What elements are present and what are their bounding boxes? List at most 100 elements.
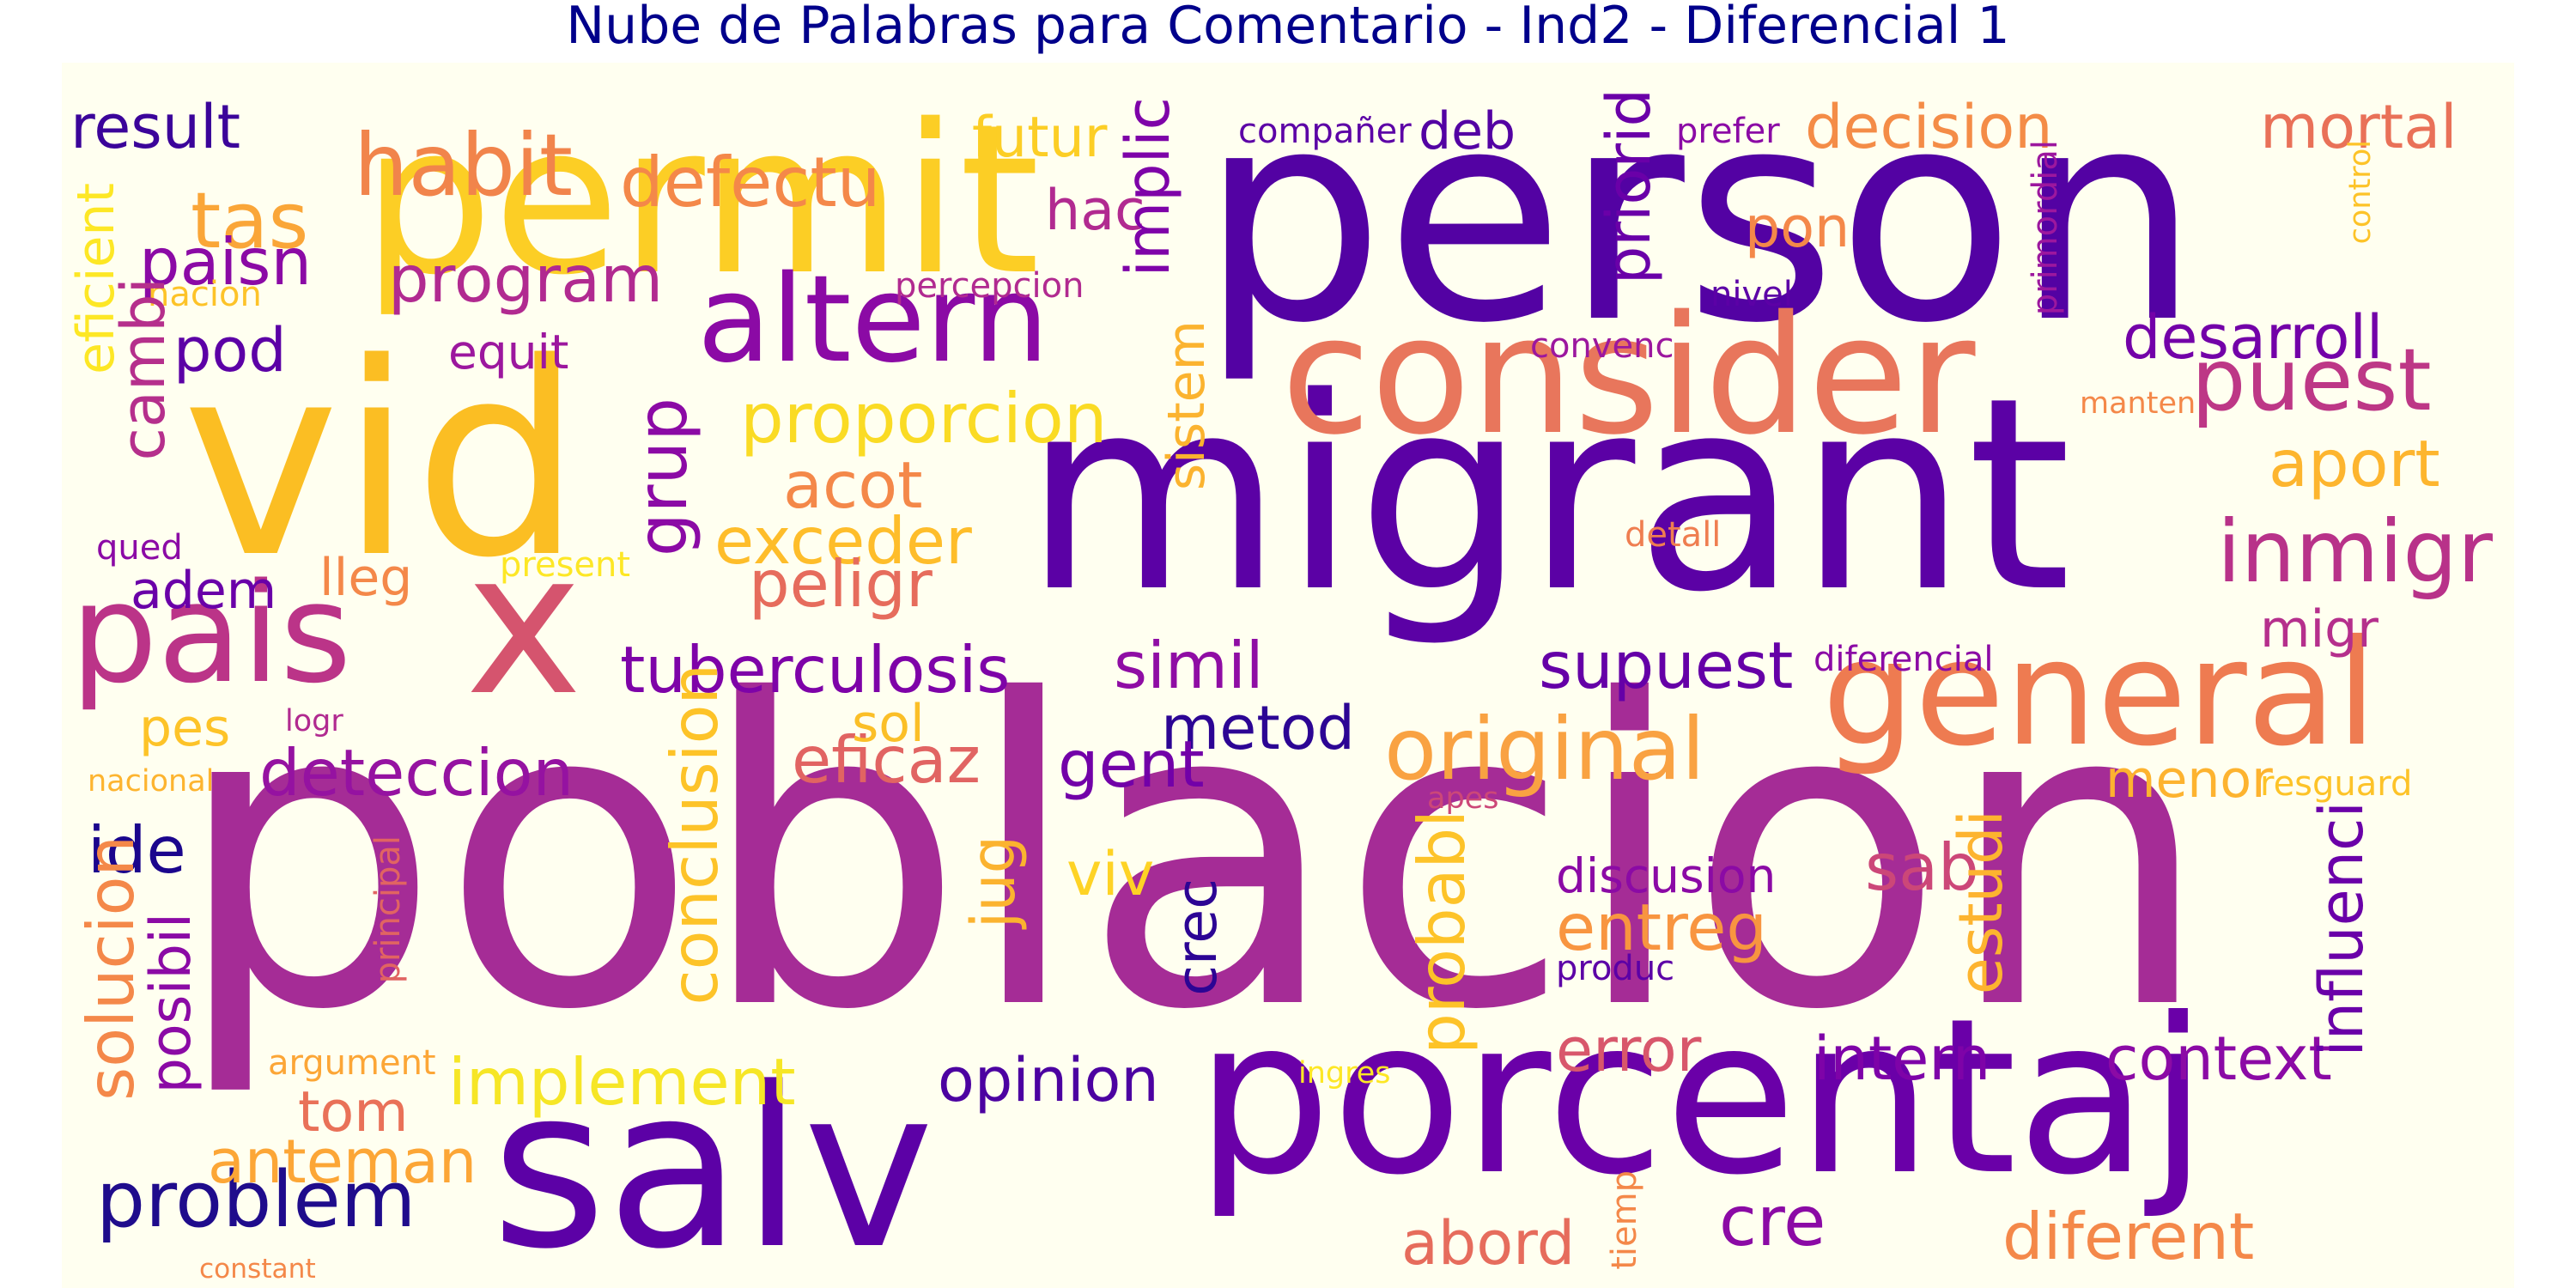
- word-diferencial: diferencial: [1814, 640, 1994, 679]
- word-cre: cre: [1719, 1182, 1826, 1261]
- word-nacional: nacional: [88, 764, 215, 799]
- word-viv: viv: [1066, 839, 1155, 909]
- word-original: original: [1384, 699, 1705, 799]
- word-solucion: solucion: [73, 835, 149, 1101]
- word-resguard: resguard: [2260, 764, 2413, 804]
- word-porcentaj: porcentaj: [1195, 972, 2208, 1222]
- word-migrant: migrant: [1024, 341, 2072, 651]
- word-apes: apes: [1427, 781, 1499, 816]
- word-detall: detall: [1625, 515, 1722, 555]
- word-entreg: entreg: [1556, 890, 1768, 965]
- word-grup: grup: [623, 398, 702, 557]
- word-logr: logr: [285, 704, 343, 738]
- word-pes: pes: [139, 698, 231, 758]
- word-implement: implement: [448, 1044, 796, 1120]
- word-program: program: [388, 241, 664, 317]
- word-puest: puest: [2191, 330, 2432, 430]
- chart-title: Nube de Palabras para Comentario - Ind2 …: [566, 0, 2010, 56]
- word-compañer: compañer: [1238, 112, 1412, 151]
- word-altern: altern: [697, 250, 1049, 390]
- word-adem: adem: [131, 561, 277, 621]
- word-convenc: convenc: [1530, 326, 1674, 366]
- word-migr: migr: [2260, 599, 2379, 659]
- word-desarroll: desarroll: [2123, 302, 2384, 373]
- word-equit: equit: [448, 325, 569, 380]
- word-gent: gent: [1058, 726, 1205, 802]
- word-simil: simil: [1114, 628, 1264, 703]
- word-peligr: peligr: [749, 546, 933, 622]
- word-cloud-canvas: poblacion person migrant vid salv porcentaj pe…: [62, 63, 2514, 1288]
- word-argument: argument: [268, 1043, 436, 1083]
- word-tom: tom: [298, 1080, 409, 1145]
- word-nacion: nacion: [148, 275, 262, 314]
- word-diferent: diferent: [2002, 1199, 2255, 1274]
- word-tuberculosis: tuberculosis: [620, 632, 1011, 708]
- word-deteccion: deteccion: [259, 735, 574, 811]
- word-salv: salv: [491, 1040, 934, 1288]
- word-pod: pod: [173, 315, 287, 386]
- word-eficaz: eficaz: [792, 722, 981, 798]
- word-error: error: [1556, 1015, 1702, 1085]
- word-pon: pon: [1745, 196, 1850, 260]
- word-mortal: mortal: [2260, 92, 2458, 162]
- word-decision: decision: [1805, 92, 2053, 162]
- word-context: context: [2105, 1024, 2332, 1094]
- word-ide: ide: [88, 812, 186, 888]
- word-prefer: prefer: [1676, 112, 1780, 151]
- word-exceder: exceder: [714, 503, 972, 579]
- word-vid: vid: [182, 307, 583, 617]
- word-principal: principal: [368, 835, 408, 984]
- word-manten: manten: [2080, 386, 2196, 421]
- word-probabl: probabl: [1404, 810, 1479, 1054]
- word-anteman: anteman: [208, 1127, 477, 1197]
- word-discusion: discusion: [1556, 848, 1777, 903]
- word-futur: futur: [972, 106, 1108, 170]
- word-result: result: [70, 92, 241, 162]
- word-crec: crec: [1165, 878, 1230, 996]
- word-nivel: nivel: [1710, 275, 1793, 314]
- word-lleg: lleg: [319, 548, 413, 608]
- word-conclusion: conclusion: [657, 664, 732, 1005]
- word-x: x: [465, 510, 583, 739]
- word-eficient: eficient: [66, 183, 126, 374]
- word-menor: menor: [2105, 750, 2273, 810]
- word-consider: consider: [1281, 281, 1976, 471]
- word-metod: metod: [1161, 693, 1355, 763]
- word-tas: tas: [191, 176, 309, 266]
- word-abord: abord: [1401, 1208, 1576, 1279]
- word-paisn: paisn: [139, 224, 313, 300]
- word-habit: habit: [354, 115, 574, 216]
- word-priorid: priorid: [1594, 88, 1664, 285]
- word-influenci: influenci: [2306, 801, 2377, 1057]
- word-implic: implic: [1113, 97, 1183, 277]
- word-proporcion: proporcion: [740, 379, 1108, 459]
- word-general: general: [1822, 609, 2378, 779]
- word-tiemp: tiemp: [1605, 1170, 1644, 1270]
- word-qued: qued: [96, 528, 183, 568]
- word-intern: intern: [1814, 1024, 1991, 1094]
- word-deb: deb: [1419, 101, 1516, 161]
- word-supuest: supuest: [1539, 628, 1794, 703]
- word-pais: pais: [70, 553, 352, 714]
- word-percepcion: percepcion: [895, 266, 1084, 306]
- word-aport: aport: [2269, 426, 2440, 501]
- word-poblacion: poblacion: [173, 611, 2213, 1102]
- word-inmigr: inmigr: [2217, 501, 2493, 602]
- word-person: person: [1200, 63, 2201, 387]
- word-opinion: opinion: [938, 1045, 1159, 1115]
- word-defectu: defectu: [620, 143, 881, 222]
- word-produc: produc: [1556, 949, 1675, 988]
- word-hac: hac: [1045, 179, 1145, 243]
- word-sistem: sistem: [1157, 320, 1217, 491]
- word-ingres: ingres: [1298, 1056, 1391, 1091]
- word-control: control: [2343, 140, 2378, 245]
- word-sol: sol: [852, 694, 925, 754]
- word-constant: constant: [199, 1254, 316, 1285]
- word-sab: sab: [1865, 829, 1979, 905]
- word-permit: permit: [362, 80, 1041, 320]
- word-problem: problem: [96, 1155, 416, 1245]
- word-primordial: primordial: [2026, 140, 2065, 316]
- word-posibil: posibil: [139, 913, 204, 1094]
- word-acot: acot: [783, 447, 923, 523]
- word-present: present: [500, 545, 631, 585]
